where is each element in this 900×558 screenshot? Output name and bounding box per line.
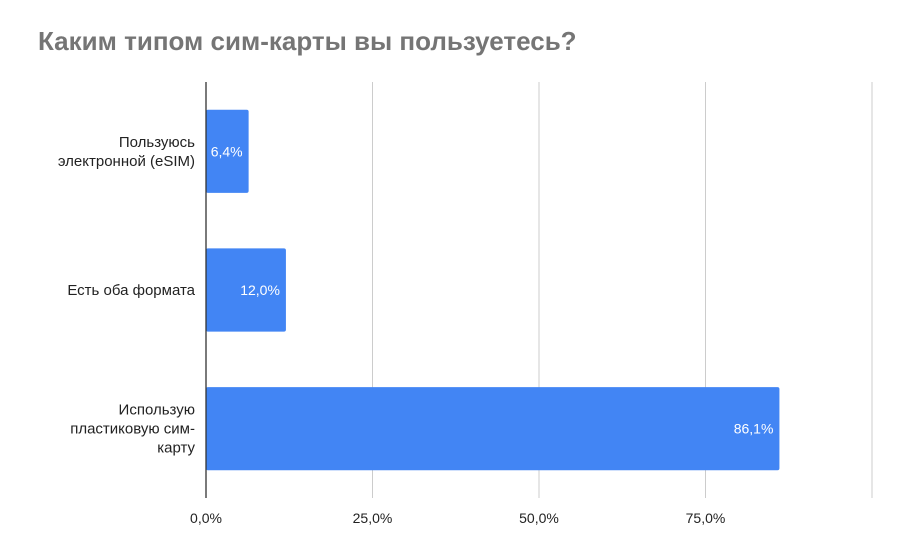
category-label-2-line-2: карту	[157, 440, 195, 457]
x-tick-label-2: 50,0%	[519, 510, 559, 526]
category-label-2-line-1: пластиковую сим-	[70, 421, 195, 438]
data-label-0: 6,4%	[211, 143, 243, 159]
x-tick-label-0: 0,0%	[190, 510, 222, 526]
category-label-0-line-1: электронной (eSIM)	[58, 153, 195, 170]
bar-1	[206, 248, 286, 332]
bar-0	[206, 109, 249, 193]
bar-2	[206, 387, 780, 471]
data-label-2: 86,1%	[734, 421, 774, 437]
category-label-2-line-0: Использую	[119, 402, 195, 419]
chart-title: Каким типом сим-карты вы пользуетесь?	[38, 26, 577, 56]
x-tick-label-1: 25,0%	[353, 510, 393, 526]
data-label-1: 12,0%	[240, 282, 280, 298]
category-label-0-line-0: Пользуюсь	[119, 134, 195, 151]
x-tick-label-3: 75,0%	[686, 510, 726, 526]
category-label-1-line-0: Есть оба формата	[67, 282, 195, 299]
